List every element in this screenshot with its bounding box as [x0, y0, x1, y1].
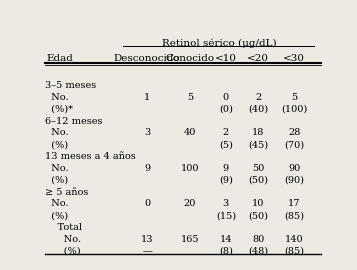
Text: (%): (%): [45, 211, 68, 220]
Text: No.: No.: [45, 164, 68, 173]
Text: 3: 3: [223, 200, 229, 208]
Text: 40: 40: [184, 129, 196, 137]
Text: (85): (85): [284, 247, 304, 256]
Text: 10: 10: [252, 200, 265, 208]
Text: (5): (5): [219, 140, 233, 149]
Text: (%): (%): [45, 247, 80, 256]
Text: 100: 100: [181, 164, 199, 173]
Text: 9: 9: [144, 164, 150, 173]
Text: <10: <10: [215, 54, 237, 63]
Text: <20: <20: [247, 54, 269, 63]
Text: 18: 18: [252, 129, 265, 137]
Text: 9: 9: [223, 164, 229, 173]
Text: 0: 0: [223, 93, 229, 102]
Text: (8): (8): [219, 247, 233, 256]
Text: —: —: [142, 247, 152, 256]
Text: 20: 20: [184, 200, 196, 208]
Text: (%): (%): [45, 140, 68, 149]
Text: 5: 5: [291, 93, 297, 102]
Text: (100): (100): [281, 105, 307, 114]
Text: Conocido: Conocido: [165, 54, 215, 63]
Text: 1: 1: [144, 93, 150, 102]
Text: (9): (9): [219, 176, 233, 185]
Text: No.: No.: [45, 93, 68, 102]
Text: 2: 2: [223, 129, 229, 137]
Text: No.: No.: [45, 129, 68, 137]
Text: 28: 28: [288, 129, 301, 137]
Text: 13: 13: [141, 235, 153, 244]
Text: Desconocido: Desconocido: [114, 54, 180, 63]
Text: (%)*: (%)*: [45, 105, 76, 114]
Text: (50): (50): [248, 176, 268, 185]
Text: (45): (45): [248, 140, 268, 149]
Text: <30: <30: [283, 54, 305, 63]
Text: ≥ 5 años: ≥ 5 años: [45, 188, 88, 197]
Text: 3: 3: [144, 129, 150, 137]
Text: Total: Total: [45, 223, 82, 232]
Text: 3–5 meses: 3–5 meses: [45, 81, 96, 90]
Text: (0): (0): [219, 105, 233, 114]
Text: (70): (70): [284, 140, 305, 149]
Text: 17: 17: [288, 200, 301, 208]
Text: 13 meses a 4 años: 13 meses a 4 años: [45, 152, 135, 161]
Text: (15): (15): [216, 211, 236, 220]
Text: No.: No.: [45, 235, 81, 244]
Text: 0: 0: [144, 200, 150, 208]
Text: (40): (40): [248, 105, 268, 114]
Text: (48): (48): [248, 247, 268, 256]
Text: Edad: Edad: [46, 54, 73, 63]
Text: (%): (%): [45, 176, 68, 185]
Text: Retinol sérico (μg/dL): Retinol sérico (μg/dL): [162, 39, 276, 48]
Text: (85): (85): [284, 211, 304, 220]
Text: 14: 14: [220, 235, 232, 244]
Text: (50): (50): [248, 211, 268, 220]
Text: 50: 50: [252, 164, 265, 173]
Text: 90: 90: [288, 164, 301, 173]
Text: 6–12 meses: 6–12 meses: [45, 117, 102, 126]
Text: No.: No.: [45, 200, 68, 208]
Text: 165: 165: [181, 235, 199, 244]
Text: 80: 80: [252, 235, 265, 244]
Text: 140: 140: [285, 235, 304, 244]
Text: 5: 5: [187, 93, 193, 102]
Text: 2: 2: [255, 93, 261, 102]
Text: (90): (90): [284, 176, 304, 185]
